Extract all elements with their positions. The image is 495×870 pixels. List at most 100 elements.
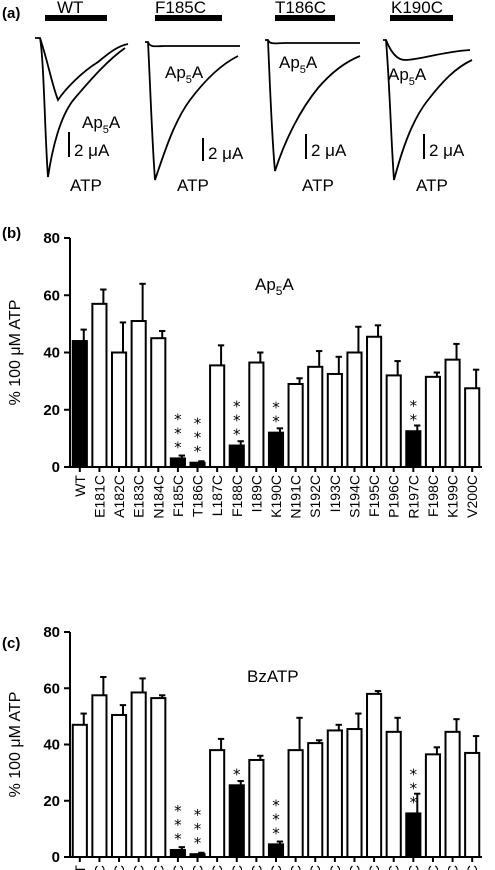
bar-f188c — [228, 444, 245, 468]
y-tick-label: 60 — [43, 287, 60, 304]
significance-star: * — [174, 438, 182, 456]
category-label-f195c: F195C — [366, 865, 382, 870]
y-tick-label: 40 — [43, 737, 60, 754]
bar-k190c — [267, 431, 285, 468]
significance-f188c: ****** — [233, 398, 241, 444]
scale-label-f185c: 2 μA — [208, 144, 244, 163]
category-label-s194c: S194C — [346, 475, 362, 518]
category-label-f198c: F198C — [425, 475, 441, 517]
bar-f198c — [424, 753, 442, 858]
scale-label-k190c: 2 μA — [429, 141, 465, 160]
trace-upper-tail-t186c: A — [306, 53, 318, 72]
trace-lower-label-f185c: ATP — [177, 176, 209, 195]
category-label-i193c: I193C — [327, 865, 343, 870]
bar-n184c — [150, 697, 167, 858]
trace-upper-label-f185c: Ap — [165, 63, 186, 82]
trace-title-t186c: T186C — [275, 0, 326, 17]
significance-r197c: ****** — [410, 765, 418, 811]
category-label-k190c: K190C — [268, 475, 284, 518]
category-label-f188c: F188C — [229, 475, 245, 517]
category-label-e181c: E181C — [91, 865, 107, 870]
bar-e183c — [130, 320, 147, 469]
significance-k190c: ****** — [272, 796, 280, 842]
trace-upper-sub-k190c: 5 — [409, 76, 415, 88]
ap5a-trace-k190c — [383, 39, 471, 61]
atp-trace-f185c — [147, 41, 239, 181]
trace-upper-label-k190c: Ap — [388, 65, 409, 84]
chart-title-sub: 5 — [276, 284, 283, 298]
category-label-r197c: R197C — [405, 475, 421, 519]
application-bar-t186c — [275, 15, 335, 21]
y-tick-label: 80 — [43, 624, 60, 641]
chart-title: Ap5A — [255, 275, 294, 298]
category-label-p196c: P196C — [386, 475, 402, 518]
bar-p196c — [385, 730, 402, 858]
category-label-n191c: N191C — [288, 475, 304, 519]
bar-a182c — [110, 713, 128, 858]
category-label-wt: WT — [72, 865, 88, 870]
trace-upper-label-t186c: Ap — [279, 53, 300, 72]
application-bar-wt — [45, 15, 107, 21]
significance-star: * — [194, 806, 202, 824]
significance-star: * — [272, 399, 280, 417]
y-tick-label: 40 — [43, 345, 60, 362]
bar-wt — [71, 340, 88, 468]
category-label-n191c: N191C — [288, 865, 304, 870]
bar-i189c — [248, 361, 265, 468]
bar-l187c — [209, 364, 226, 469]
category-label-i189c: I189C — [248, 865, 264, 870]
significance-star: * — [233, 412, 241, 430]
significance-star: * — [410, 411, 418, 429]
svg-text:Ap5A: Ap5A — [388, 65, 427, 88]
y-tick-label: 0 — [52, 849, 60, 866]
bar-f195c — [366, 692, 383, 858]
panel-label-c: (c) — [2, 635, 20, 652]
significance-star: * — [410, 397, 418, 415]
trace-lower-label-t186c: ATP — [302, 176, 334, 195]
bar-e181c — [91, 302, 108, 468]
bar-v200c — [464, 751, 481, 858]
svg-text:Ap5A: Ap5A — [165, 63, 204, 86]
category-label-v200c: V200C — [464, 475, 480, 518]
bar-f188c — [228, 784, 245, 858]
trace-group-f185c: F185C Ap5A 2 μA ATP — [145, 0, 244, 195]
bar-t186c — [189, 853, 206, 858]
significance-r197c: **** — [410, 397, 418, 429]
bar-r197c — [405, 430, 422, 468]
bar-f185c — [169, 848, 186, 858]
ap5a-trace-t186c — [265, 39, 360, 45]
category-label-n184c: N184C — [150, 865, 166, 870]
bar-t186c — [189, 461, 206, 468]
significance-t186c: ****** — [194, 415, 202, 461]
category-label-e183c: E183C — [131, 865, 147, 870]
bar-s194c — [346, 728, 363, 858]
category-label-s192c: S192C — [307, 475, 323, 518]
significance-star: * — [174, 816, 182, 834]
category-label-t186c: T186C — [190, 865, 206, 870]
svg-text:Ap5A: Ap5A — [279, 53, 318, 76]
panel-label-a: (a) — [2, 5, 20, 22]
trace-upper-sub-t186c: 5 — [300, 64, 306, 76]
significance-star: * — [272, 413, 280, 431]
bar-r197c — [405, 812, 422, 858]
chart-title: BzATP — [247, 667, 299, 686]
bar-p196c — [385, 374, 402, 468]
significance-star: * — [233, 398, 241, 416]
category-label-e181c: E181C — [91, 475, 107, 518]
category-label-s194c: S194C — [346, 865, 362, 870]
bar-s192c — [307, 365, 324, 468]
bar-n191c — [287, 749, 304, 858]
significance-star: * — [174, 410, 182, 428]
category-label-l187c: L187C — [209, 475, 225, 516]
trace-upper-tail-wt: A — [109, 113, 121, 132]
category-label-i193c: I193C — [327, 475, 343, 512]
category-label-n184c: N184C — [150, 475, 166, 519]
significance-star: * — [233, 765, 241, 783]
application-bar-k190c — [390, 15, 453, 21]
trace-upper-sub-wt: 5 — [103, 124, 109, 136]
significance-star: * — [410, 793, 418, 811]
significance-f188c: ** — [233, 765, 241, 783]
trace-group-t186c: T186C Ap5A 2 μA ATP — [265, 0, 361, 195]
